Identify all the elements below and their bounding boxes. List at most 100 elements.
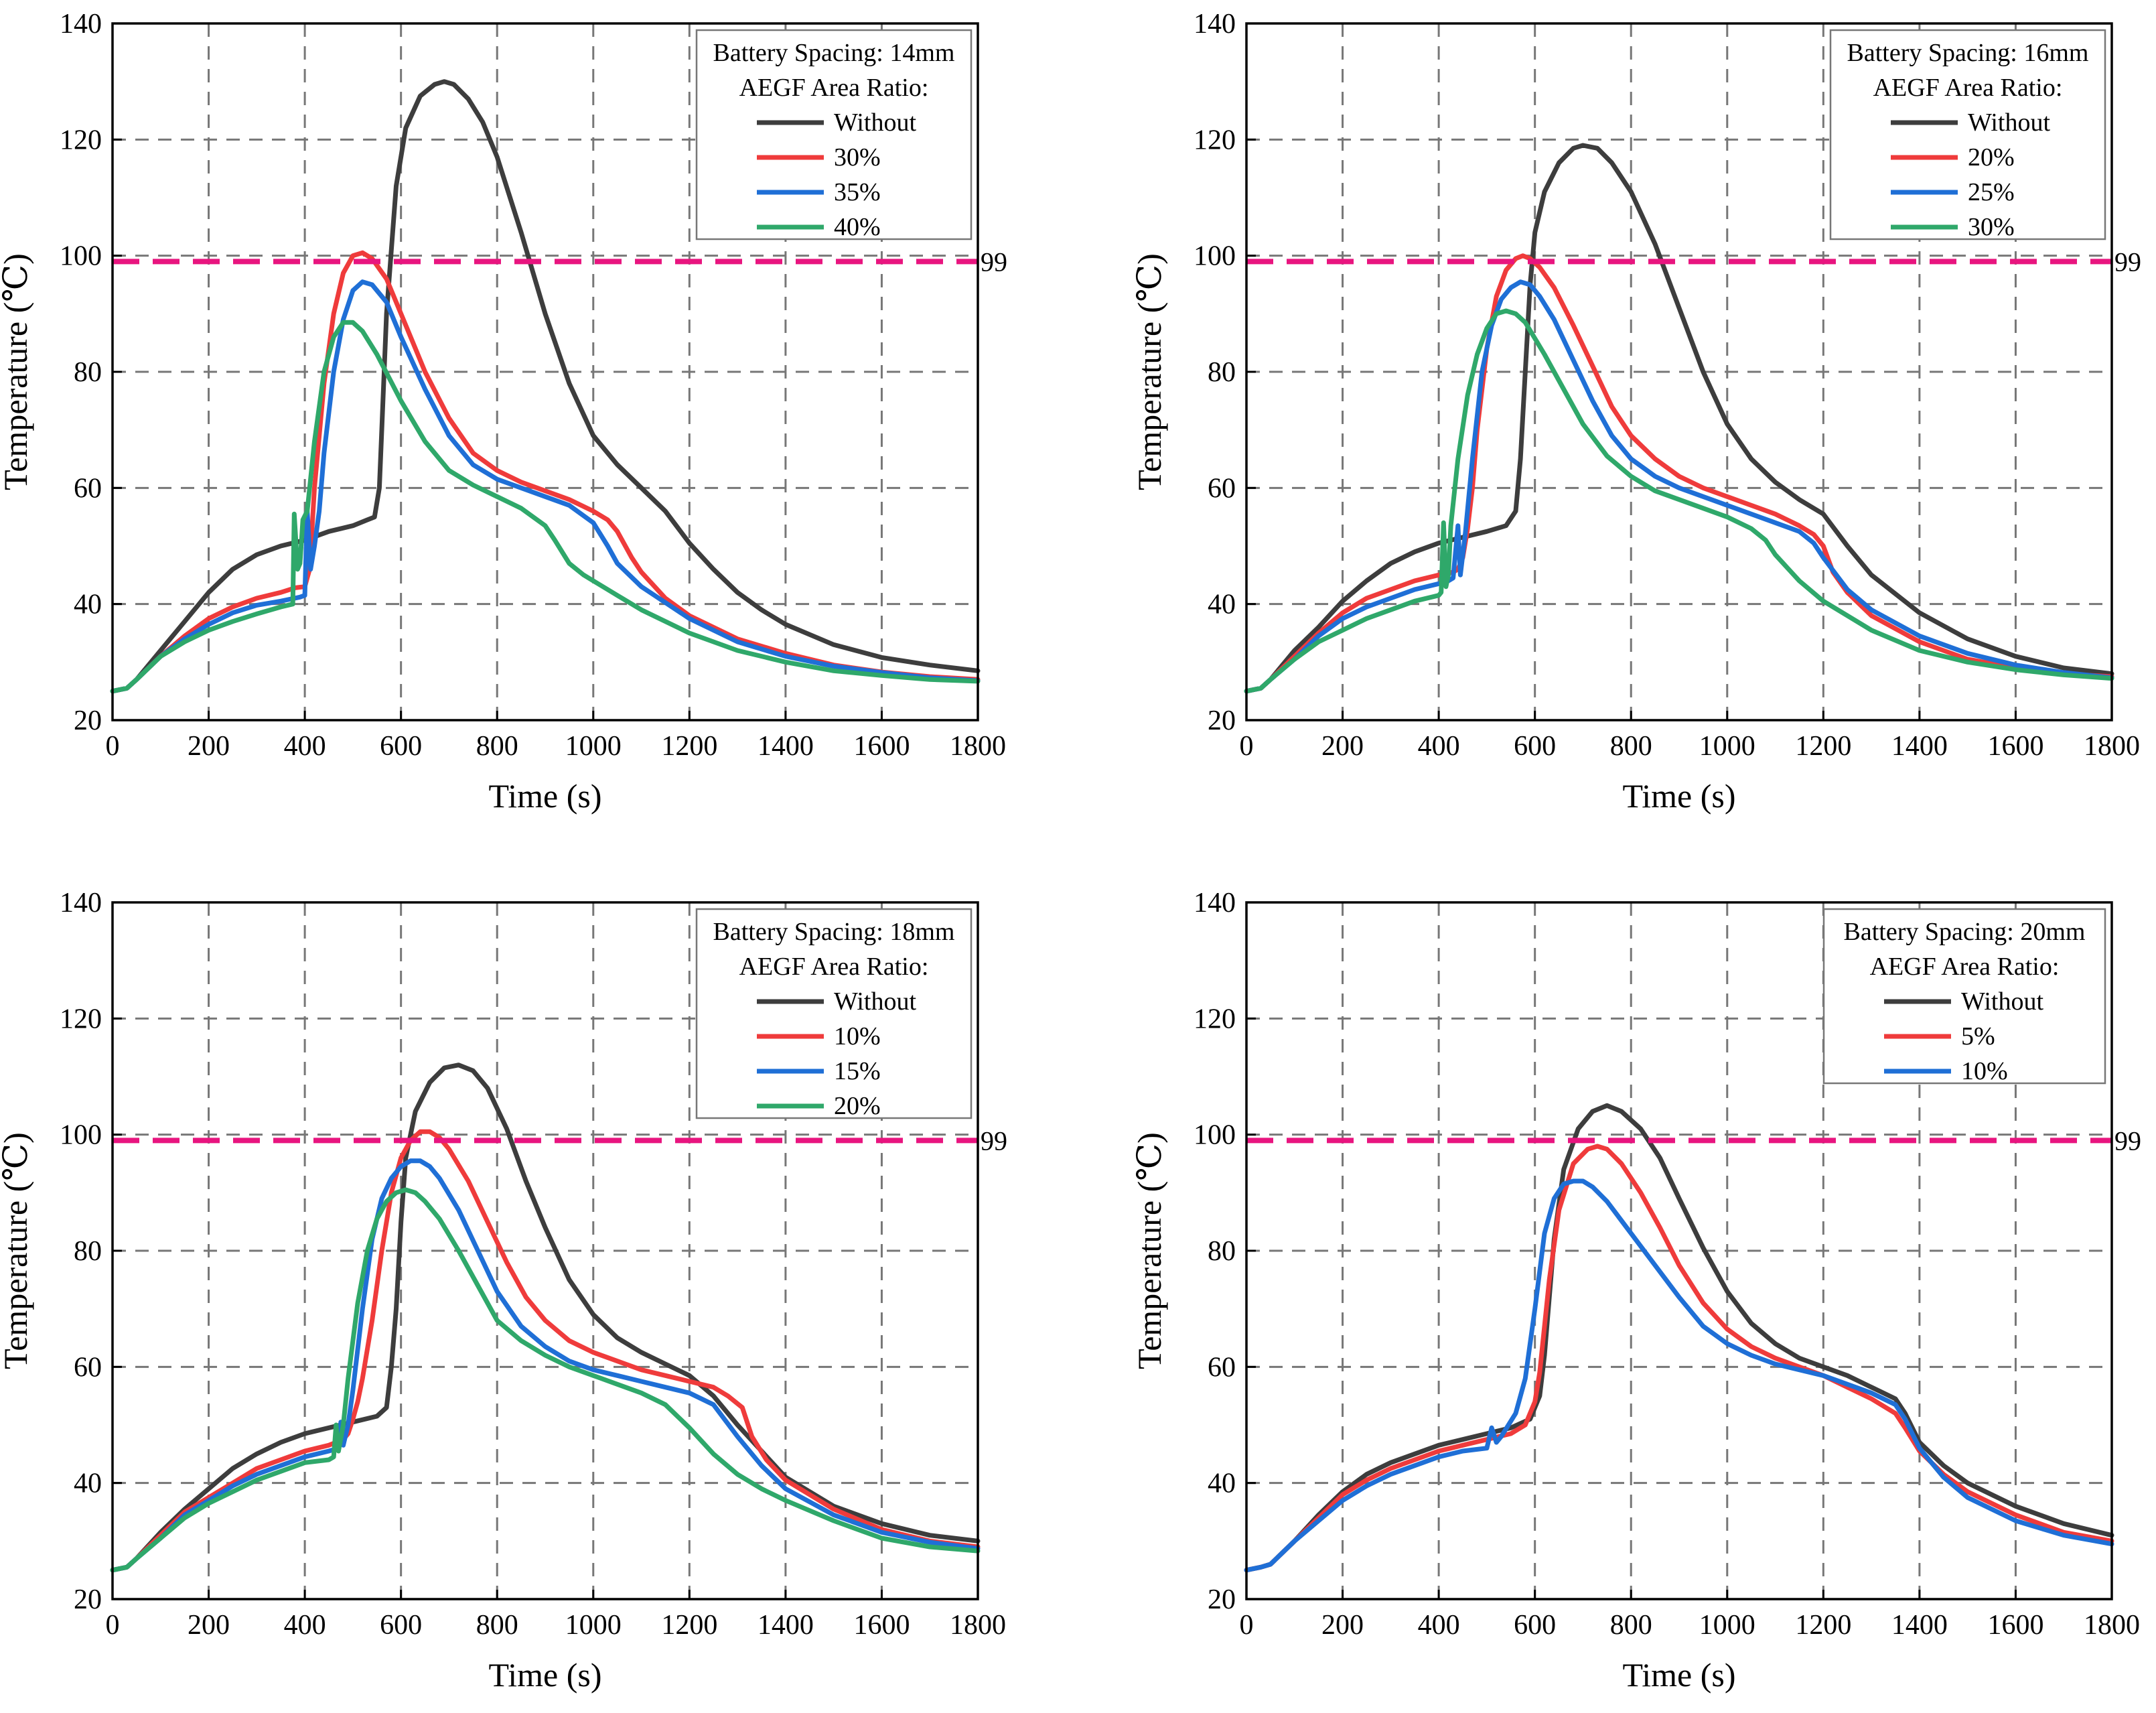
- y-tick-label: 60: [1208, 1352, 1236, 1383]
- series-line-0: [1244, 1103, 2114, 1573]
- y-tick-label: 20: [74, 1584, 102, 1615]
- x-tick-label: 400: [284, 1610, 326, 1641]
- x-tick-label: 200: [188, 731, 230, 762]
- x-tick-label: 1200: [1795, 1610, 1851, 1641]
- y-tick-label: 60: [74, 1352, 102, 1383]
- y-axis-title: Temperature (℃): [0, 253, 34, 490]
- gridlines: [113, 23, 978, 720]
- legend-box: [1829, 29, 2106, 241]
- y-tick-label: 120: [60, 125, 102, 155]
- legend-item-0: Without: [834, 987, 916, 1016]
- series-line-2: [110, 279, 981, 694]
- legend-subtitle: AEGF Area Ratio:: [1870, 953, 2060, 981]
- y-tick-label: 140: [60, 9, 102, 40]
- y-tick-label: 100: [60, 241, 102, 272]
- y-tick-label: 80: [74, 1236, 102, 1267]
- x-tick-label: 1000: [565, 1610, 622, 1641]
- series-lines: [110, 1063, 981, 1573]
- x-tick-label: 0: [106, 731, 120, 762]
- x-tick-label: 0: [106, 1610, 120, 1641]
- y-tick-label: 80: [74, 357, 102, 388]
- x-tick-label: 1600: [1987, 731, 2043, 762]
- x-tick-label: 600: [380, 1610, 422, 1641]
- x-tick-label: 200: [1321, 1610, 1364, 1641]
- legend-title: Battery Spacing: 16mm: [1847, 39, 2089, 67]
- legend-item-1: 10%: [834, 1022, 881, 1050]
- x-tick-label: 600: [380, 731, 422, 762]
- x-tick-label: 1400: [1891, 1610, 1948, 1641]
- y-tick-label: 60: [74, 473, 102, 504]
- legend-item-3: 20%: [834, 1092, 881, 1120]
- series-line-1: [1244, 253, 2114, 694]
- x-tick-label: 1600: [853, 731, 910, 762]
- x-axis-title: Time (s): [488, 1656, 601, 1694]
- series-line-3: [110, 1187, 981, 1573]
- series-line-1: [110, 1129, 981, 1573]
- x-tick-label: 1000: [565, 731, 622, 762]
- chart-panel-1: 99 0 200 400 600 800 1000 1200 1400 1600 1800 20 40 6…: [0, 9, 1007, 815]
- series-lines: [1244, 1103, 2114, 1573]
- y-tick-label: 20: [1208, 705, 1236, 736]
- legend-item-2: 35%: [834, 178, 881, 206]
- y-tick-label: 140: [60, 888, 102, 918]
- series-line-2: [1244, 279, 2114, 694]
- x-tick-label: 400: [284, 731, 326, 762]
- x-tick-label: 1800: [950, 1610, 1006, 1641]
- y-tick-label: 140: [1194, 888, 1236, 918]
- series-lines: [110, 79, 981, 694]
- x-tick-label: 1600: [1987, 1610, 2043, 1641]
- x-tick-label: 400: [1418, 731, 1460, 762]
- y-tick-label: 40: [1208, 1468, 1236, 1499]
- x-tick-label: 1000: [1699, 731, 1755, 762]
- y-tick-label: 100: [1194, 1120, 1236, 1151]
- y-tick-label: 40: [1208, 590, 1236, 620]
- y-tick-label: 120: [1194, 1004, 1236, 1034]
- reference-line-label: 99: [981, 1125, 1007, 1156]
- legend: Battery Spacing: 14mm AEGF Area Ratio: Wit…: [695, 29, 973, 241]
- legend-title: Battery Spacing: 20mm: [1844, 918, 2086, 946]
- legend: Battery Spacing: 20mm AEGF Area Ratio: Wit…: [1822, 908, 2106, 1085]
- legend-box: [1822, 908, 2106, 1085]
- legend-item-3: 30%: [1968, 213, 2015, 241]
- legend-subtitle: AEGF Area Ratio:: [739, 74, 929, 102]
- x-tick-label: 800: [1610, 731, 1652, 762]
- y-tick-label: 120: [60, 1004, 102, 1034]
- x-tick-label: 0: [1240, 731, 1254, 762]
- y-axis-title: Temperature (℃): [0, 1132, 34, 1369]
- x-tick-label: 1200: [1795, 731, 1851, 762]
- x-tick-label: 1600: [853, 1610, 910, 1641]
- y-tick-label: 120: [1194, 125, 1236, 155]
- series-line-3: [1244, 308, 2114, 694]
- x-axis-title: Time (s): [488, 777, 601, 815]
- chart-panel-3: 99 0 200 400 600 800 1000 1200 1400 1600 1800 20 40 6…: [0, 888, 1007, 1694]
- x-tick-label: 0: [1240, 1610, 1254, 1641]
- y-tick-label: 80: [1208, 357, 1236, 388]
- y-axis-title: Temperature (℃): [1131, 253, 1168, 490]
- x-tick-label: 1400: [758, 1610, 814, 1641]
- x-tick-label: 200: [188, 1610, 230, 1641]
- legend-item-2: 10%: [1961, 1057, 2008, 1085]
- y-tick-label: 40: [74, 1468, 102, 1499]
- y-tick-label: 140: [1194, 9, 1236, 40]
- x-tick-label: 1800: [2084, 1610, 2140, 1641]
- x-tick-label: 800: [1610, 1610, 1652, 1641]
- x-tick-label: 400: [1418, 1610, 1460, 1641]
- series-lines: [1244, 143, 2114, 694]
- legend: Battery Spacing: 18mm AEGF Area Ratio: Wit…: [695, 908, 973, 1120]
- legend-item-3: 40%: [834, 213, 881, 241]
- legend-box: [695, 29, 973, 241]
- x-tick-label: 600: [1514, 1610, 1556, 1641]
- x-tick-label: 800: [476, 731, 518, 762]
- x-tick-label: 1400: [1891, 731, 1948, 762]
- legend-item-2: 15%: [834, 1057, 881, 1085]
- y-tick-label: 100: [60, 1120, 102, 1151]
- legend-title: Battery Spacing: 14mm: [713, 39, 955, 67]
- x-tick-label: 800: [476, 1610, 518, 1641]
- legend-item-0: Without: [1961, 987, 2043, 1016]
- series-line-2: [1244, 1178, 2114, 1573]
- y-axis-title: Temperature (℃): [1131, 1132, 1168, 1369]
- gridlines: [1246, 902, 2112, 1599]
- series-line-0: [110, 79, 981, 694]
- series-line-2: [110, 1158, 981, 1573]
